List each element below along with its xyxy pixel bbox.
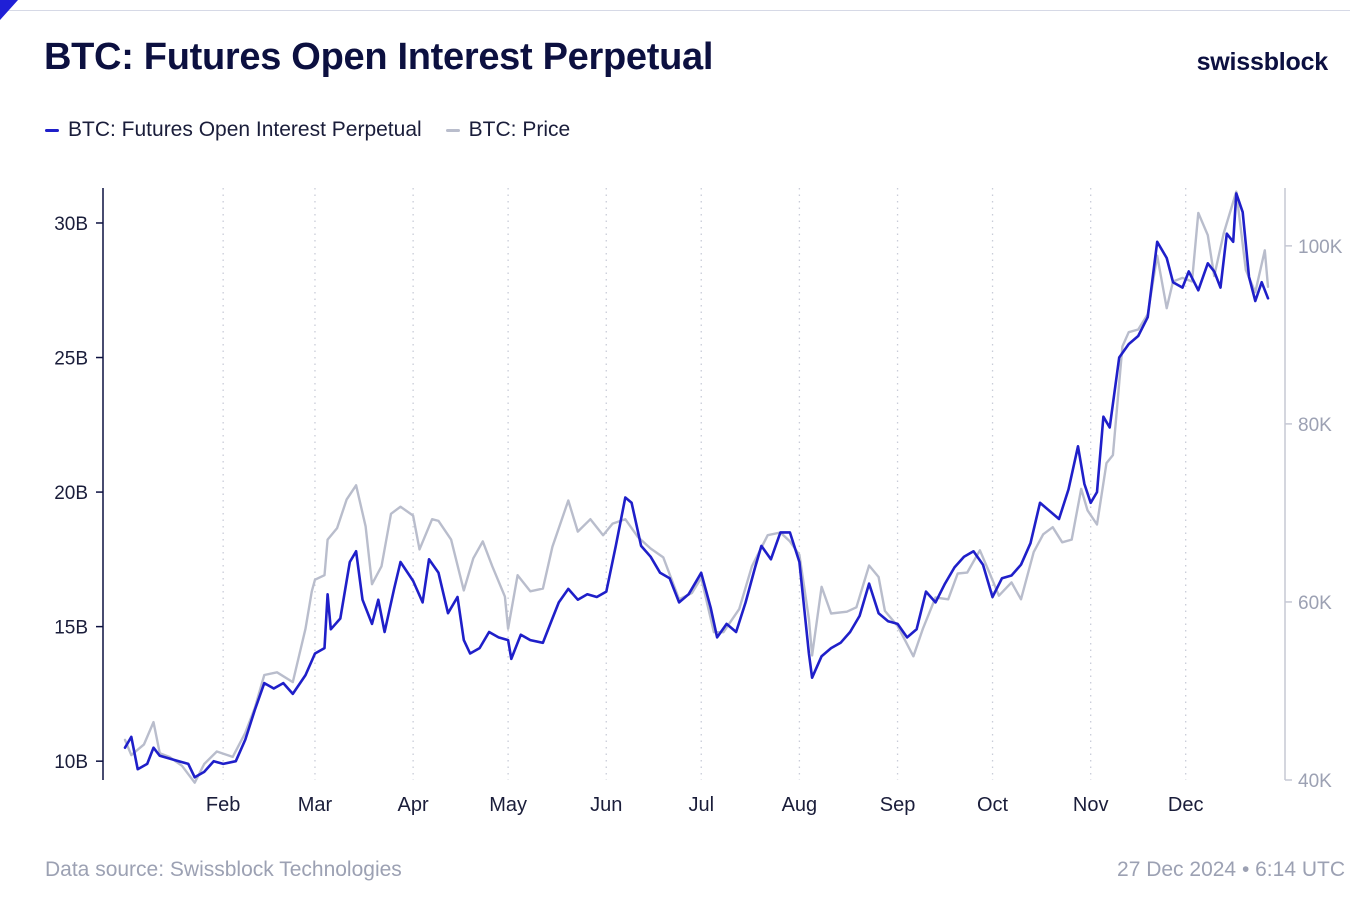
corner-accent xyxy=(0,0,18,20)
series-line-open-interest xyxy=(123,192,1270,779)
x-tick-oct: Oct xyxy=(977,794,1009,816)
right-tick-40k: 40K xyxy=(1298,771,1332,792)
chart-legend: BTC: Futures Open Interest Perpetual BTC… xyxy=(45,118,570,142)
series-lines xyxy=(123,190,1270,784)
timestamp: 27 Dec 2024 • 6:14 UTC xyxy=(1117,858,1345,881)
x-tick-dec: Dec xyxy=(1168,794,1204,816)
left-tick-25b: 25B xyxy=(54,349,88,370)
legend-swatch-price xyxy=(445,128,460,132)
left-tick-15b: 15B xyxy=(54,618,88,639)
series-line-price xyxy=(123,190,1270,784)
x-tick-jul: Jul xyxy=(688,794,714,816)
legend-swatch-open-interest xyxy=(45,128,59,132)
right-tick-80k: 80K xyxy=(1298,415,1332,436)
x-tick-feb: Feb xyxy=(206,794,240,816)
x-tick-apr: Apr xyxy=(398,794,429,816)
left-tick-10b: 10B xyxy=(54,752,88,773)
legend-label-price: BTC: Price xyxy=(468,118,571,141)
tick-labels: Feb Mar Apr May Jun Jul Aug Sep Oct Nov Dec 10B 15B 2… xyxy=(54,214,1343,816)
x-tick-may: May xyxy=(489,794,527,816)
x-tick-mar: Mar xyxy=(298,794,333,816)
x-tick-nov: Nov xyxy=(1073,794,1109,816)
top-rule xyxy=(0,10,1350,11)
x-tick-sep: Sep xyxy=(880,794,916,816)
legend-item-open-interest[interactable]: BTC: Futures Open Interest Perpetual xyxy=(45,118,422,142)
right-tick-100k: 100K xyxy=(1298,237,1343,258)
x-tick-aug: Aug xyxy=(782,794,818,816)
x-tick-jun: Jun xyxy=(590,794,622,816)
left-tick-20b: 20B xyxy=(54,483,88,504)
brand-logo: swissblock xyxy=(1196,48,1329,76)
left-tick-30b: 30B xyxy=(54,214,88,235)
legend-label-open-interest: BTC: Futures Open Interest Perpetual xyxy=(68,118,422,141)
chart-title: BTC: Futures Open Interest Perpetual xyxy=(44,36,714,78)
vertical-gridlines xyxy=(222,188,1187,780)
data-source-note: Data source: Swissblock Technologies xyxy=(45,858,402,881)
right-tick-60k: 60K xyxy=(1298,593,1332,614)
legend-item-price[interactable]: BTC: Price xyxy=(445,118,571,142)
chart-axes xyxy=(96,188,1292,781)
